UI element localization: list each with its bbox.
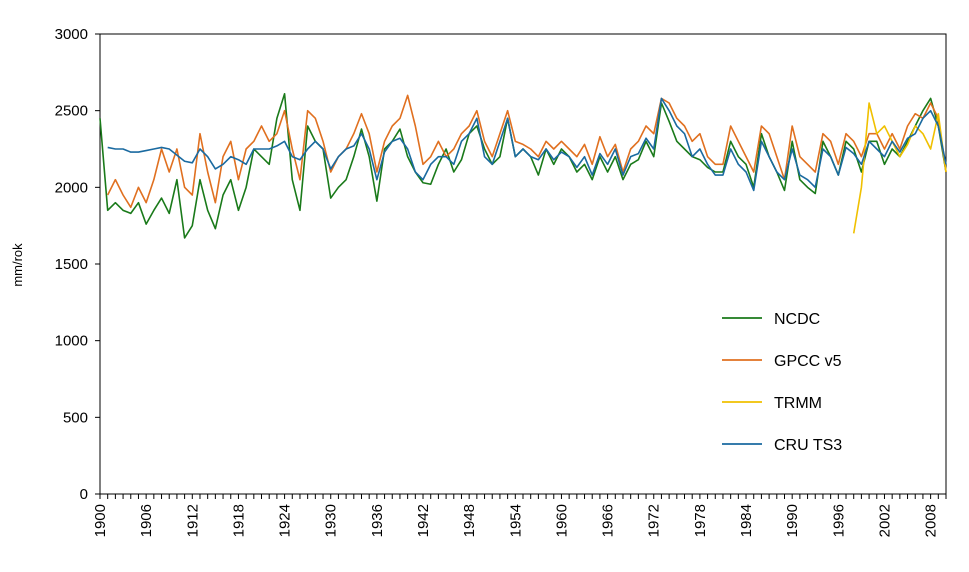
x-tick-label: 1906 xyxy=(138,504,155,537)
x-tick-label: 1936 xyxy=(369,504,386,537)
series-line-cru-ts3 xyxy=(107,97,947,192)
legend-label: TRMM xyxy=(774,395,822,412)
y-tick-label: 2000 xyxy=(55,179,88,196)
x-tick-label: 1996 xyxy=(830,504,847,537)
legend: NCDC GPCC v5 TRMM CRU TS3 xyxy=(722,311,842,454)
x-tick-label: 1972 xyxy=(646,504,663,537)
y-axis-ticks: 0 500 1000 1500 2000 2500 3000 xyxy=(55,26,100,503)
legend-label: CRU TS3 xyxy=(774,437,842,454)
x-tick-label: 2008 xyxy=(923,504,940,537)
x-tick-label: 1948 xyxy=(461,504,478,537)
x-axis-ticks: 1900 1906 1912 1918 1924 1930 1936 1942 1948 1954… xyxy=(92,494,947,537)
y-tick-label: 0 xyxy=(80,486,88,503)
y-tick-label: 1500 xyxy=(55,256,88,273)
y-axis-label: mm/rok xyxy=(10,243,25,287)
x-tick-label: 1912 xyxy=(184,504,201,537)
x-tick-label: 1960 xyxy=(553,504,570,537)
series-line-trmm xyxy=(852,102,947,234)
x-tick-label: 1990 xyxy=(784,504,801,537)
y-tick-label: 500 xyxy=(63,409,88,426)
series-lines xyxy=(99,93,947,239)
legend-label: NCDC xyxy=(774,311,820,328)
x-tick-label: 1954 xyxy=(507,504,524,537)
x-tick-label: 1984 xyxy=(738,504,755,537)
x-tick-label: 1942 xyxy=(415,504,432,537)
y-tick-label: 1000 xyxy=(55,333,88,350)
x-tick-label: 1966 xyxy=(600,504,617,537)
x-tick-label: 1978 xyxy=(692,504,709,537)
x-tick-label: 1918 xyxy=(230,504,247,537)
x-tick-label: 1924 xyxy=(277,504,294,537)
y-tick-label: 2500 xyxy=(55,103,88,120)
x-tick-label: 2002 xyxy=(876,504,893,537)
x-tick-label: 1900 xyxy=(92,504,109,537)
plot-area-frame xyxy=(99,33,947,495)
legend-label: GPCC v5 xyxy=(774,353,842,370)
y-tick-label: 3000 xyxy=(55,26,88,43)
series-line-gpcc-v5 xyxy=(106,94,947,209)
x-tick-label: 1930 xyxy=(323,504,340,537)
